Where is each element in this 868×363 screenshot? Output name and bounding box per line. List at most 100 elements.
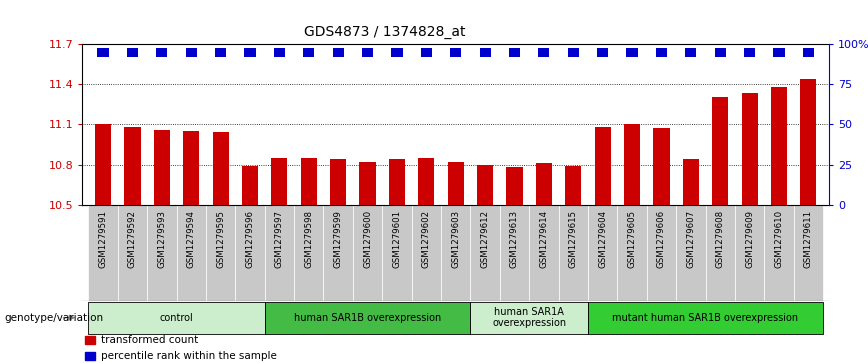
Text: control: control [160, 313, 194, 323]
Bar [500, 205, 529, 301]
Bar [332, 48, 344, 57]
Bar [773, 48, 785, 57]
Bar [685, 48, 696, 57]
Bar [382, 205, 411, 301]
Text: GSM1279607: GSM1279607 [687, 210, 695, 268]
Text: GSM1279603: GSM1279603 [451, 210, 460, 268]
Text: GSM1279601: GSM1279601 [392, 210, 401, 268]
Text: GSM1279608: GSM1279608 [716, 210, 725, 268]
Bar [97, 48, 108, 57]
Text: GSM1279613: GSM1279613 [510, 210, 519, 268]
Text: GSM1279602: GSM1279602 [422, 210, 431, 268]
Bar [235, 205, 265, 301]
Text: GSM1279615: GSM1279615 [569, 210, 578, 268]
Bar [242, 166, 258, 205]
Text: GSM1279606: GSM1279606 [657, 210, 666, 268]
Bar [793, 205, 823, 301]
Bar [89, 205, 118, 301]
Bar [362, 48, 373, 57]
Bar [359, 162, 376, 205]
Text: human SAR1B overexpression: human SAR1B overexpression [294, 313, 441, 323]
Text: GSM1279592: GSM1279592 [128, 210, 137, 268]
Bar [595, 127, 611, 205]
Bar [588, 205, 617, 301]
Bar [450, 48, 461, 57]
Bar [421, 48, 432, 57]
Bar [215, 48, 227, 57]
Bar [683, 159, 699, 205]
Bar [506, 167, 523, 205]
Bar [744, 48, 755, 57]
Bar [800, 78, 817, 205]
Text: GSM1279594: GSM1279594 [187, 210, 195, 268]
Bar [803, 48, 814, 57]
Text: transformed count: transformed count [101, 335, 198, 345]
Bar [538, 48, 549, 57]
Bar [568, 48, 579, 57]
Bar [765, 205, 793, 301]
Bar [389, 159, 405, 205]
Bar [127, 48, 138, 57]
Bar [565, 166, 582, 205]
Bar [712, 97, 728, 205]
Text: GSM1279614: GSM1279614 [539, 210, 549, 268]
Bar [186, 48, 197, 57]
Text: GSM1279598: GSM1279598 [305, 210, 313, 268]
Bar [294, 205, 324, 301]
Text: GSM1279611: GSM1279611 [804, 210, 812, 268]
Bar [597, 48, 608, 57]
Bar [324, 205, 352, 301]
Bar [303, 48, 314, 57]
Bar [771, 87, 787, 205]
Bar [529, 205, 559, 301]
Bar [154, 130, 170, 205]
Bar [391, 48, 403, 57]
Bar [479, 48, 490, 57]
FancyBboxPatch shape [265, 302, 470, 334]
Bar [654, 129, 669, 205]
Bar [676, 205, 706, 301]
Bar [559, 205, 588, 301]
Bar [156, 48, 168, 57]
Bar [647, 205, 676, 301]
Bar [176, 205, 206, 301]
Bar [124, 127, 141, 205]
Text: GSM1279609: GSM1279609 [745, 210, 754, 268]
Text: GDS4873 / 1374828_at: GDS4873 / 1374828_at [304, 25, 465, 40]
Bar [714, 48, 726, 57]
Bar [536, 163, 552, 205]
Bar [441, 205, 470, 301]
Bar [213, 132, 228, 205]
Text: GSM1279593: GSM1279593 [157, 210, 167, 268]
Bar [330, 159, 346, 205]
Text: percentile rank within the sample: percentile rank within the sample [101, 351, 277, 361]
Bar [509, 48, 520, 57]
Bar [147, 205, 176, 301]
Bar [183, 131, 200, 205]
Bar [735, 205, 765, 301]
Bar [85, 336, 95, 344]
Text: GSM1279610: GSM1279610 [774, 210, 784, 268]
Text: GSM1279605: GSM1279605 [628, 210, 636, 268]
Bar [273, 48, 285, 57]
Text: mutant human SAR1B overexpression: mutant human SAR1B overexpression [613, 313, 799, 323]
Bar [245, 48, 255, 57]
Bar [118, 205, 147, 301]
Text: GSM1279597: GSM1279597 [275, 210, 284, 268]
Text: GSM1279604: GSM1279604 [598, 210, 607, 268]
Text: GSM1279612: GSM1279612 [481, 210, 490, 268]
Text: GSM1279599: GSM1279599 [333, 210, 343, 268]
FancyBboxPatch shape [470, 302, 588, 334]
Bar [448, 162, 464, 205]
Bar [624, 125, 640, 205]
Bar [95, 125, 111, 205]
Bar [477, 165, 493, 205]
Bar [418, 158, 434, 205]
Text: human SAR1A
overexpression: human SAR1A overexpression [492, 307, 566, 329]
Text: GSM1279596: GSM1279596 [246, 210, 254, 268]
FancyBboxPatch shape [588, 302, 823, 334]
Bar [741, 93, 758, 205]
Text: GSM1279591: GSM1279591 [99, 210, 108, 268]
Text: GSM1279600: GSM1279600 [363, 210, 372, 268]
Text: GSM1279595: GSM1279595 [216, 210, 225, 268]
